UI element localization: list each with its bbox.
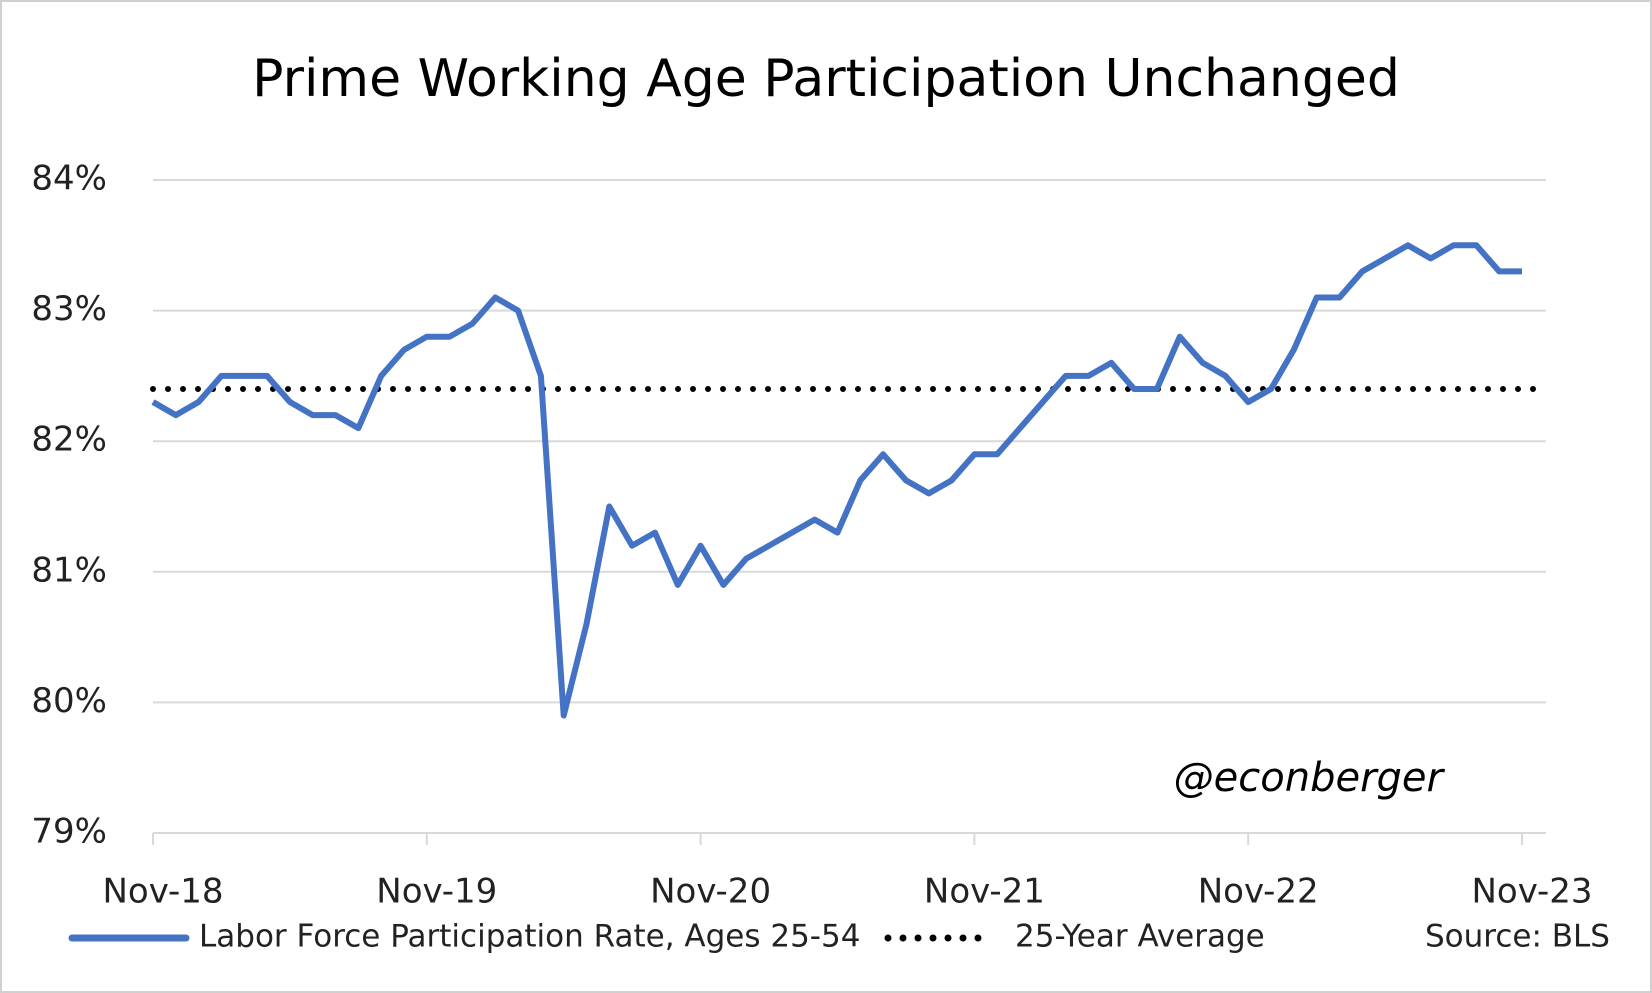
data-line [151,242,1522,719]
x-tick-label: Nov-21 [924,872,1045,912]
y-tick-label: 79% [31,812,107,852]
x-tick-label: Nov-19 [376,872,497,912]
x-tick-label: Nov-23 [1472,872,1593,912]
chart-title: Prime Working Age Participation Unchange… [252,49,1400,109]
x-tick-label: Nov-20 [650,872,771,912]
legend-label: 25-Year Average [1015,919,1265,955]
annotation: @econberger [1174,755,1446,801]
y-tick-label: 83% [31,289,107,329]
x-tick-label: Nov-22 [1198,872,1319,912]
y-tick-label: 82% [31,420,107,460]
source-note: Source: BLS [1425,919,1610,955]
y-tick-label: 80% [31,681,107,721]
x-tick-label: Nov-18 [103,872,224,912]
y-tick-label: 84% [31,159,107,199]
legend-label: Labor Force Participation Rate, Ages 25-… [199,919,860,955]
y-tick-label: 81% [31,550,107,590]
